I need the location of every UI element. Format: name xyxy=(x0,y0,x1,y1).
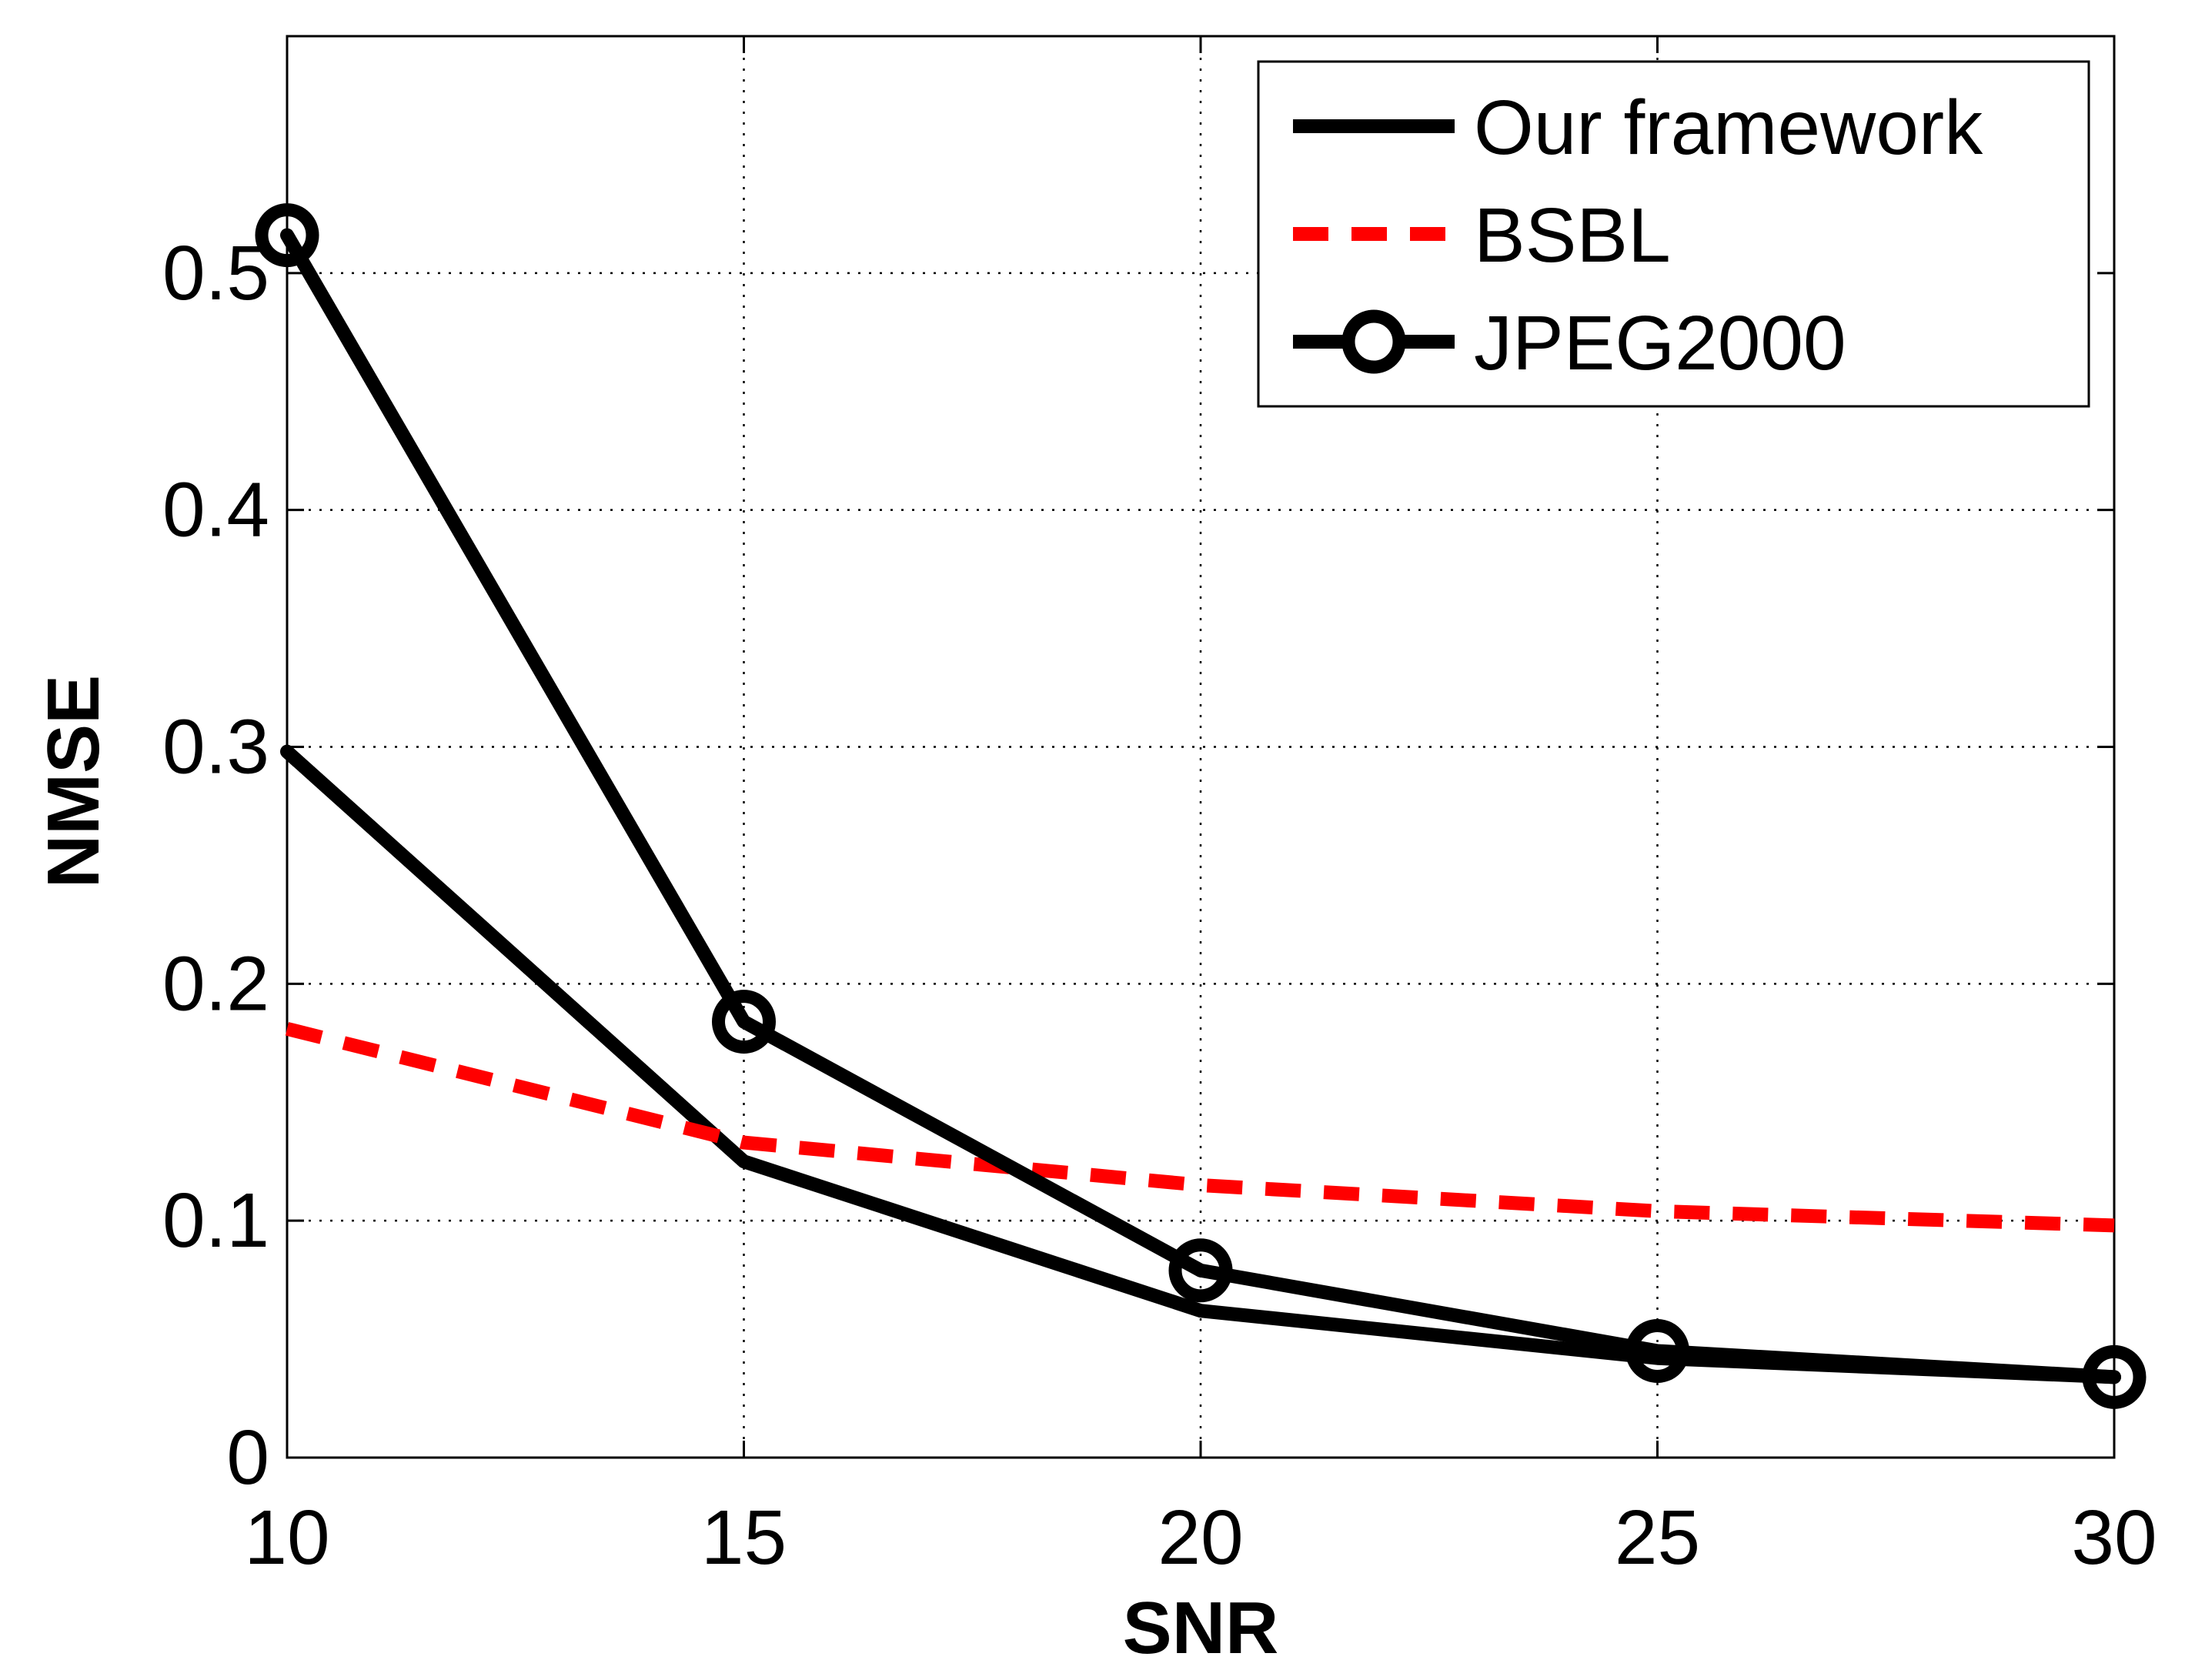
axis-ticks: 10 15 20 25 30 0 0.1 0.2 0.3 0.4 0.5 xyxy=(162,36,2157,1581)
series-marker-jpeg2000 xyxy=(1625,1318,1689,1383)
series-marker-jpeg2000 xyxy=(255,203,319,268)
series-marker-jpeg2000 xyxy=(1168,1238,1233,1303)
legend-label: JPEG2000 xyxy=(1474,300,1846,386)
y-axis-label: NMSE xyxy=(32,675,115,888)
y-tick-label: 0.1 xyxy=(162,1177,269,1264)
data-series xyxy=(255,203,2147,1409)
series-marker-jpeg2000 xyxy=(712,990,776,1054)
x-tick-label: 20 xyxy=(1158,1495,1243,1581)
y-tick-label: 0.5 xyxy=(162,230,269,316)
y-tick-label: 0.4 xyxy=(162,467,269,553)
x-tick-label: 10 xyxy=(244,1495,329,1581)
y-tick-label: 0 xyxy=(226,1414,269,1501)
series-line-jpeg2000 xyxy=(280,228,2121,1384)
y-tick-label: 0.3 xyxy=(162,704,269,790)
legend-swatch-marker xyxy=(1341,309,1406,374)
x-tick-label: 30 xyxy=(2071,1495,2157,1581)
legend-label: BSBL xyxy=(1474,192,1671,279)
x-axis-label: SNR xyxy=(1123,1587,1279,1669)
x-tick-label: 25 xyxy=(1615,1495,1700,1581)
y-tick-label: 0.2 xyxy=(162,940,269,1027)
legend-label: Our framework xyxy=(1474,85,1983,171)
chart-legend: Our framework BSBL JPEG2000 xyxy=(1257,60,2090,408)
x-tick-label: 15 xyxy=(701,1495,787,1581)
series-line-bsbl xyxy=(285,1022,2115,1233)
series-marker-jpeg2000 xyxy=(2082,1344,2147,1409)
